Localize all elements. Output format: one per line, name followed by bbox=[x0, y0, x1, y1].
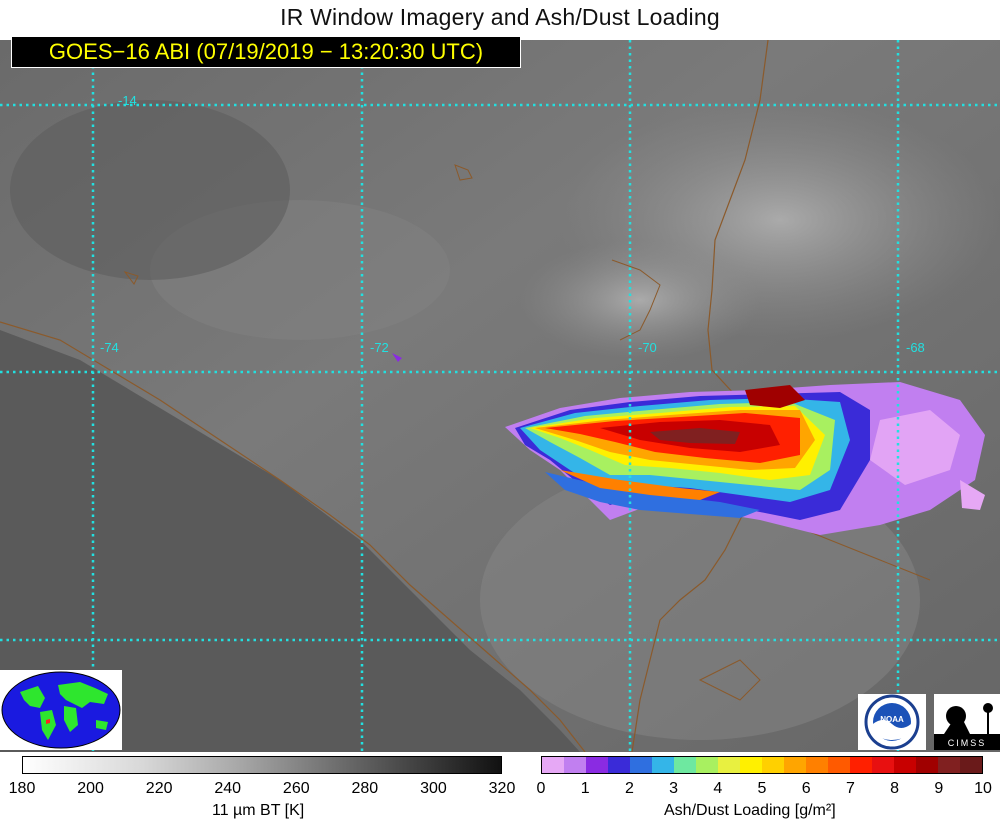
bt-tick-label: 180 bbox=[8, 780, 36, 797]
bt-tick-label: 300 bbox=[420, 780, 447, 797]
satellite-map: -14 -74 -72 -70 -68 bbox=[0, 40, 1000, 752]
bt-tick-label: 260 bbox=[282, 780, 310, 797]
lake-outline bbox=[454, 164, 473, 181]
ash-plume bbox=[392, 353, 985, 535]
lon-label: -68 bbox=[906, 340, 925, 355]
ash-colorbar-swatch bbox=[630, 757, 652, 773]
lake-outline bbox=[123, 271, 139, 285]
ash-colorbar-swatch bbox=[938, 757, 960, 773]
terrain-area bbox=[10, 100, 290, 280]
cimss-logo-icon: CIMSS bbox=[934, 703, 1000, 750]
ash-tick-label: 1 bbox=[580, 780, 590, 797]
noaa-logo-icon: NOAA bbox=[864, 694, 920, 750]
ash-colorbar-swatch bbox=[762, 757, 784, 773]
bt-tick-label: 320 bbox=[488, 780, 516, 797]
lon-label: -70 bbox=[638, 340, 657, 355]
ash-colorbar-swatch bbox=[806, 757, 828, 773]
ash-colorbar bbox=[541, 756, 983, 774]
ash-level-0 bbox=[870, 410, 960, 485]
bt-colorbar bbox=[22, 756, 502, 774]
ash-level-8 bbox=[745, 385, 805, 408]
map-title: IR Window Imagery and Ash/Dust Loading bbox=[280, 4, 720, 30]
graticule bbox=[0, 40, 1000, 752]
ash-tick-label: 6 bbox=[801, 780, 811, 797]
ash-tick-label: 7 bbox=[845, 780, 855, 797]
ash-band-lower bbox=[560, 470, 720, 500]
ash-colorbar-swatch bbox=[960, 757, 982, 773]
ash-colorbar-swatch bbox=[652, 757, 674, 773]
globe-icon bbox=[1, 671, 121, 749]
ash-tick-label: 9 bbox=[934, 780, 944, 797]
ash-colorbar-swatch bbox=[564, 757, 586, 773]
ir-imagery bbox=[0, 40, 1000, 752]
lat-label: -14 bbox=[118, 93, 137, 108]
ash-colorbar-swatch bbox=[674, 757, 696, 773]
cimss-logo-text: CIMSS bbox=[948, 738, 987, 748]
lake-outline bbox=[611, 259, 661, 341]
ash-spot bbox=[392, 353, 402, 362]
ash-tick-label: 4 bbox=[713, 780, 723, 797]
ocean-region bbox=[0, 330, 580, 752]
ash-colorbar-swatch bbox=[784, 757, 806, 773]
ash-colorbar-swatch bbox=[696, 757, 718, 773]
lon-label: -72 bbox=[370, 340, 389, 355]
cimss-logo: CIMSS bbox=[934, 694, 1000, 750]
bt-tick-label: 280 bbox=[351, 780, 379, 797]
lon-label: -74 bbox=[100, 340, 119, 355]
ash-tick-label: 5 bbox=[757, 780, 767, 797]
ash-tick-label: 2 bbox=[624, 780, 634, 797]
ash-colorbar-label: Ash/Dust Loading [g/m²] bbox=[664, 802, 836, 819]
satellite-timestamp-label: GOES−16 ABI (07/19/2019 − 13:20:30 UTC) bbox=[11, 36, 521, 68]
coastline bbox=[0, 321, 586, 752]
ash-tick-label: 3 bbox=[669, 780, 679, 797]
ash-level-0 bbox=[960, 480, 985, 510]
noaa-logo-text: NOAA bbox=[880, 715, 904, 724]
ash-tick-label: 10 bbox=[974, 780, 992, 797]
ash-colorbar-swatch bbox=[828, 757, 850, 773]
ash-colorbar-swatch bbox=[916, 757, 938, 773]
ash-tick-label: 8 bbox=[890, 780, 900, 797]
noaa-logo: NOAA bbox=[858, 694, 926, 750]
ash-colorbar-swatch bbox=[740, 757, 762, 773]
bt-colorbar-label: 11 µm BT [K] bbox=[212, 802, 305, 819]
ash-colorbar-swatch bbox=[872, 757, 894, 773]
bt-tick-label: 200 bbox=[77, 780, 104, 797]
bt-tick-label: 240 bbox=[214, 780, 242, 797]
lake-outline bbox=[698, 659, 761, 701]
ash-colorbar-swatch bbox=[542, 757, 564, 773]
ash-tick-label: 0 bbox=[536, 780, 546, 797]
globe-inset bbox=[0, 670, 122, 750]
ash-colorbar-swatch bbox=[608, 757, 630, 773]
ash-colorbar-swatch bbox=[586, 757, 608, 773]
ash-colorbar-swatch bbox=[894, 757, 916, 773]
bt-tick-label: 220 bbox=[145, 780, 173, 797]
ash-colorbar-swatch bbox=[850, 757, 872, 773]
ash-colorbar-swatch bbox=[718, 757, 740, 773]
ash-level-9 bbox=[650, 428, 740, 444]
cloud-area bbox=[520, 240, 760, 360]
